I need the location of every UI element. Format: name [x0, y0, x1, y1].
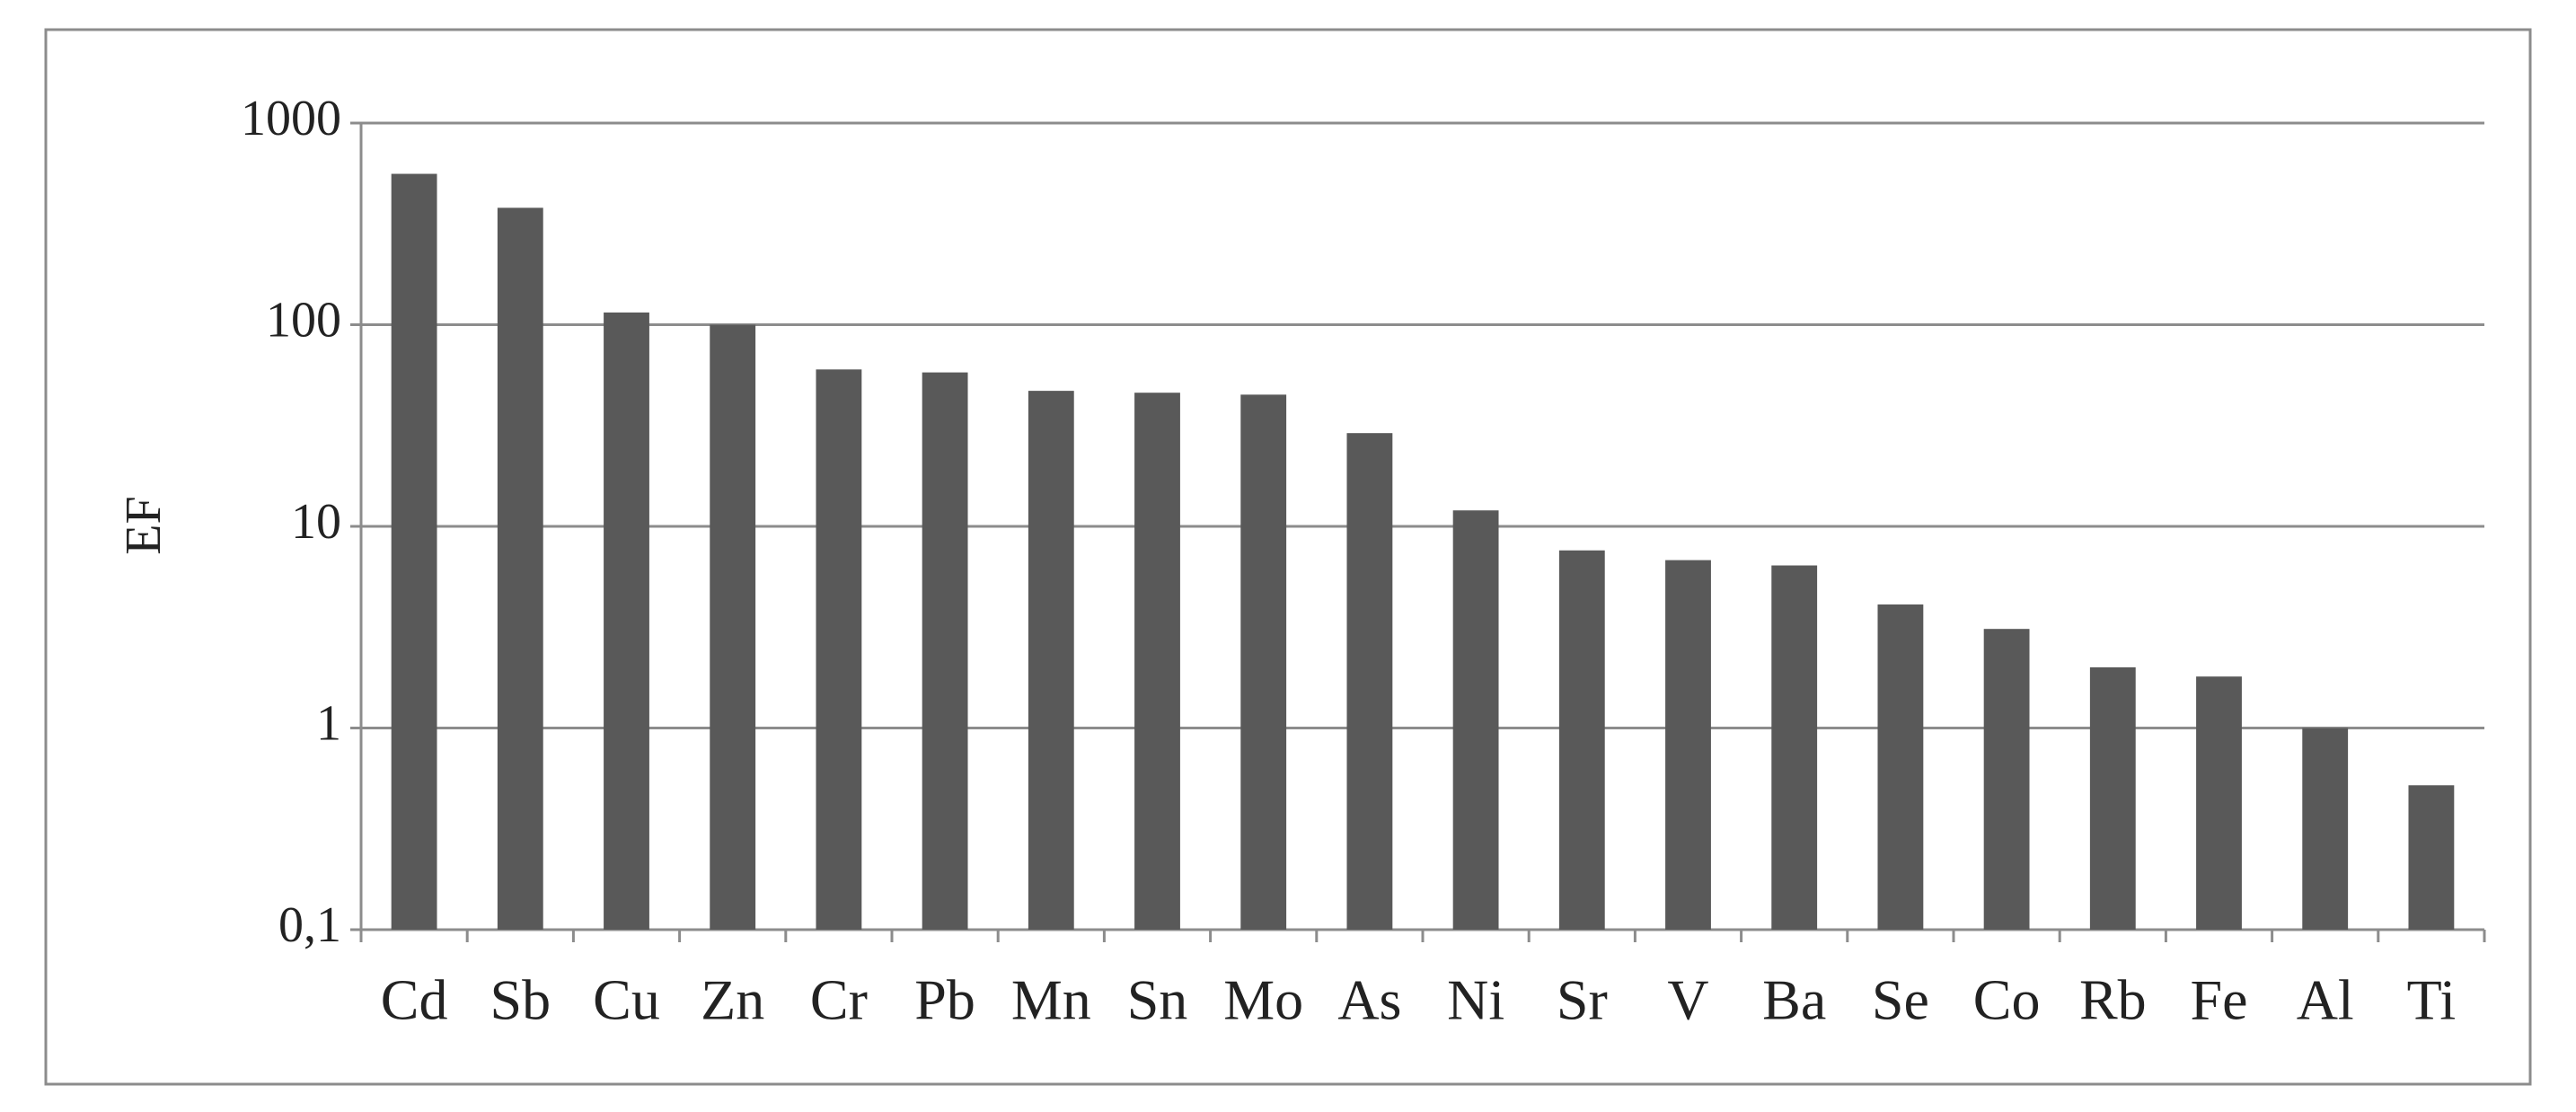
bar: [922, 372, 968, 930]
x-tick-label: Cr: [810, 968, 868, 1032]
bar: [1771, 565, 1818, 930]
bar: [710, 324, 756, 930]
x-tick-label: Fe: [2191, 968, 2248, 1032]
x-tick-label: Ni: [1447, 968, 1504, 1032]
x-tick-label: Zn: [701, 968, 764, 1032]
bar: [1240, 394, 1287, 931]
x-tick-label: Pb: [914, 968, 975, 1032]
bar: [1877, 604, 1924, 930]
y-tick-label: 100: [266, 292, 341, 348]
x-tick-label: Al: [2297, 968, 2354, 1032]
x-tick-label: Sr: [1557, 968, 1608, 1032]
bar: [1134, 393, 1180, 930]
x-tick-label: Cu: [593, 968, 660, 1032]
bar: [2302, 728, 2349, 930]
x-tick-label: Se: [1872, 968, 1929, 1032]
y-tick-label: 1000: [241, 91, 341, 146]
bar: [1452, 510, 1499, 930]
bar: [2089, 666, 2136, 930]
bar: [1558, 550, 1605, 930]
x-tick-label: Sb: [490, 968, 551, 1032]
x-tick-label: Mo: [1223, 968, 1303, 1032]
bar: [604, 312, 649, 931]
x-tick-label: As: [1337, 968, 1401, 1032]
x-tick-label: Ba: [1762, 968, 1826, 1032]
x-tick-label: Sn: [1127, 968, 1188, 1032]
x-tick-label: Co: [1973, 968, 2041, 1032]
y-tick-label: 10: [291, 494, 341, 550]
x-tick-label: V: [1667, 968, 1708, 1032]
bar: [2408, 785, 2455, 930]
bar: [1665, 560, 1711, 930]
bar: [1346, 433, 1393, 930]
bar: [497, 207, 543, 931]
bar: [816, 369, 862, 930]
bar: [1983, 629, 2030, 930]
bar: [1028, 391, 1074, 931]
x-tick-label: Mn: [1011, 968, 1091, 1032]
x-tick-label: Rb: [2079, 968, 2147, 1032]
x-tick-label: Ti: [2407, 968, 2457, 1032]
bar: [2196, 676, 2242, 930]
bar: [391, 173, 437, 930]
y-tick-label: 0,1: [278, 897, 341, 953]
y-axis-label: EF: [116, 496, 172, 554]
x-tick-label: Cd: [381, 968, 448, 1032]
y-tick-label: 1: [316, 695, 341, 751]
